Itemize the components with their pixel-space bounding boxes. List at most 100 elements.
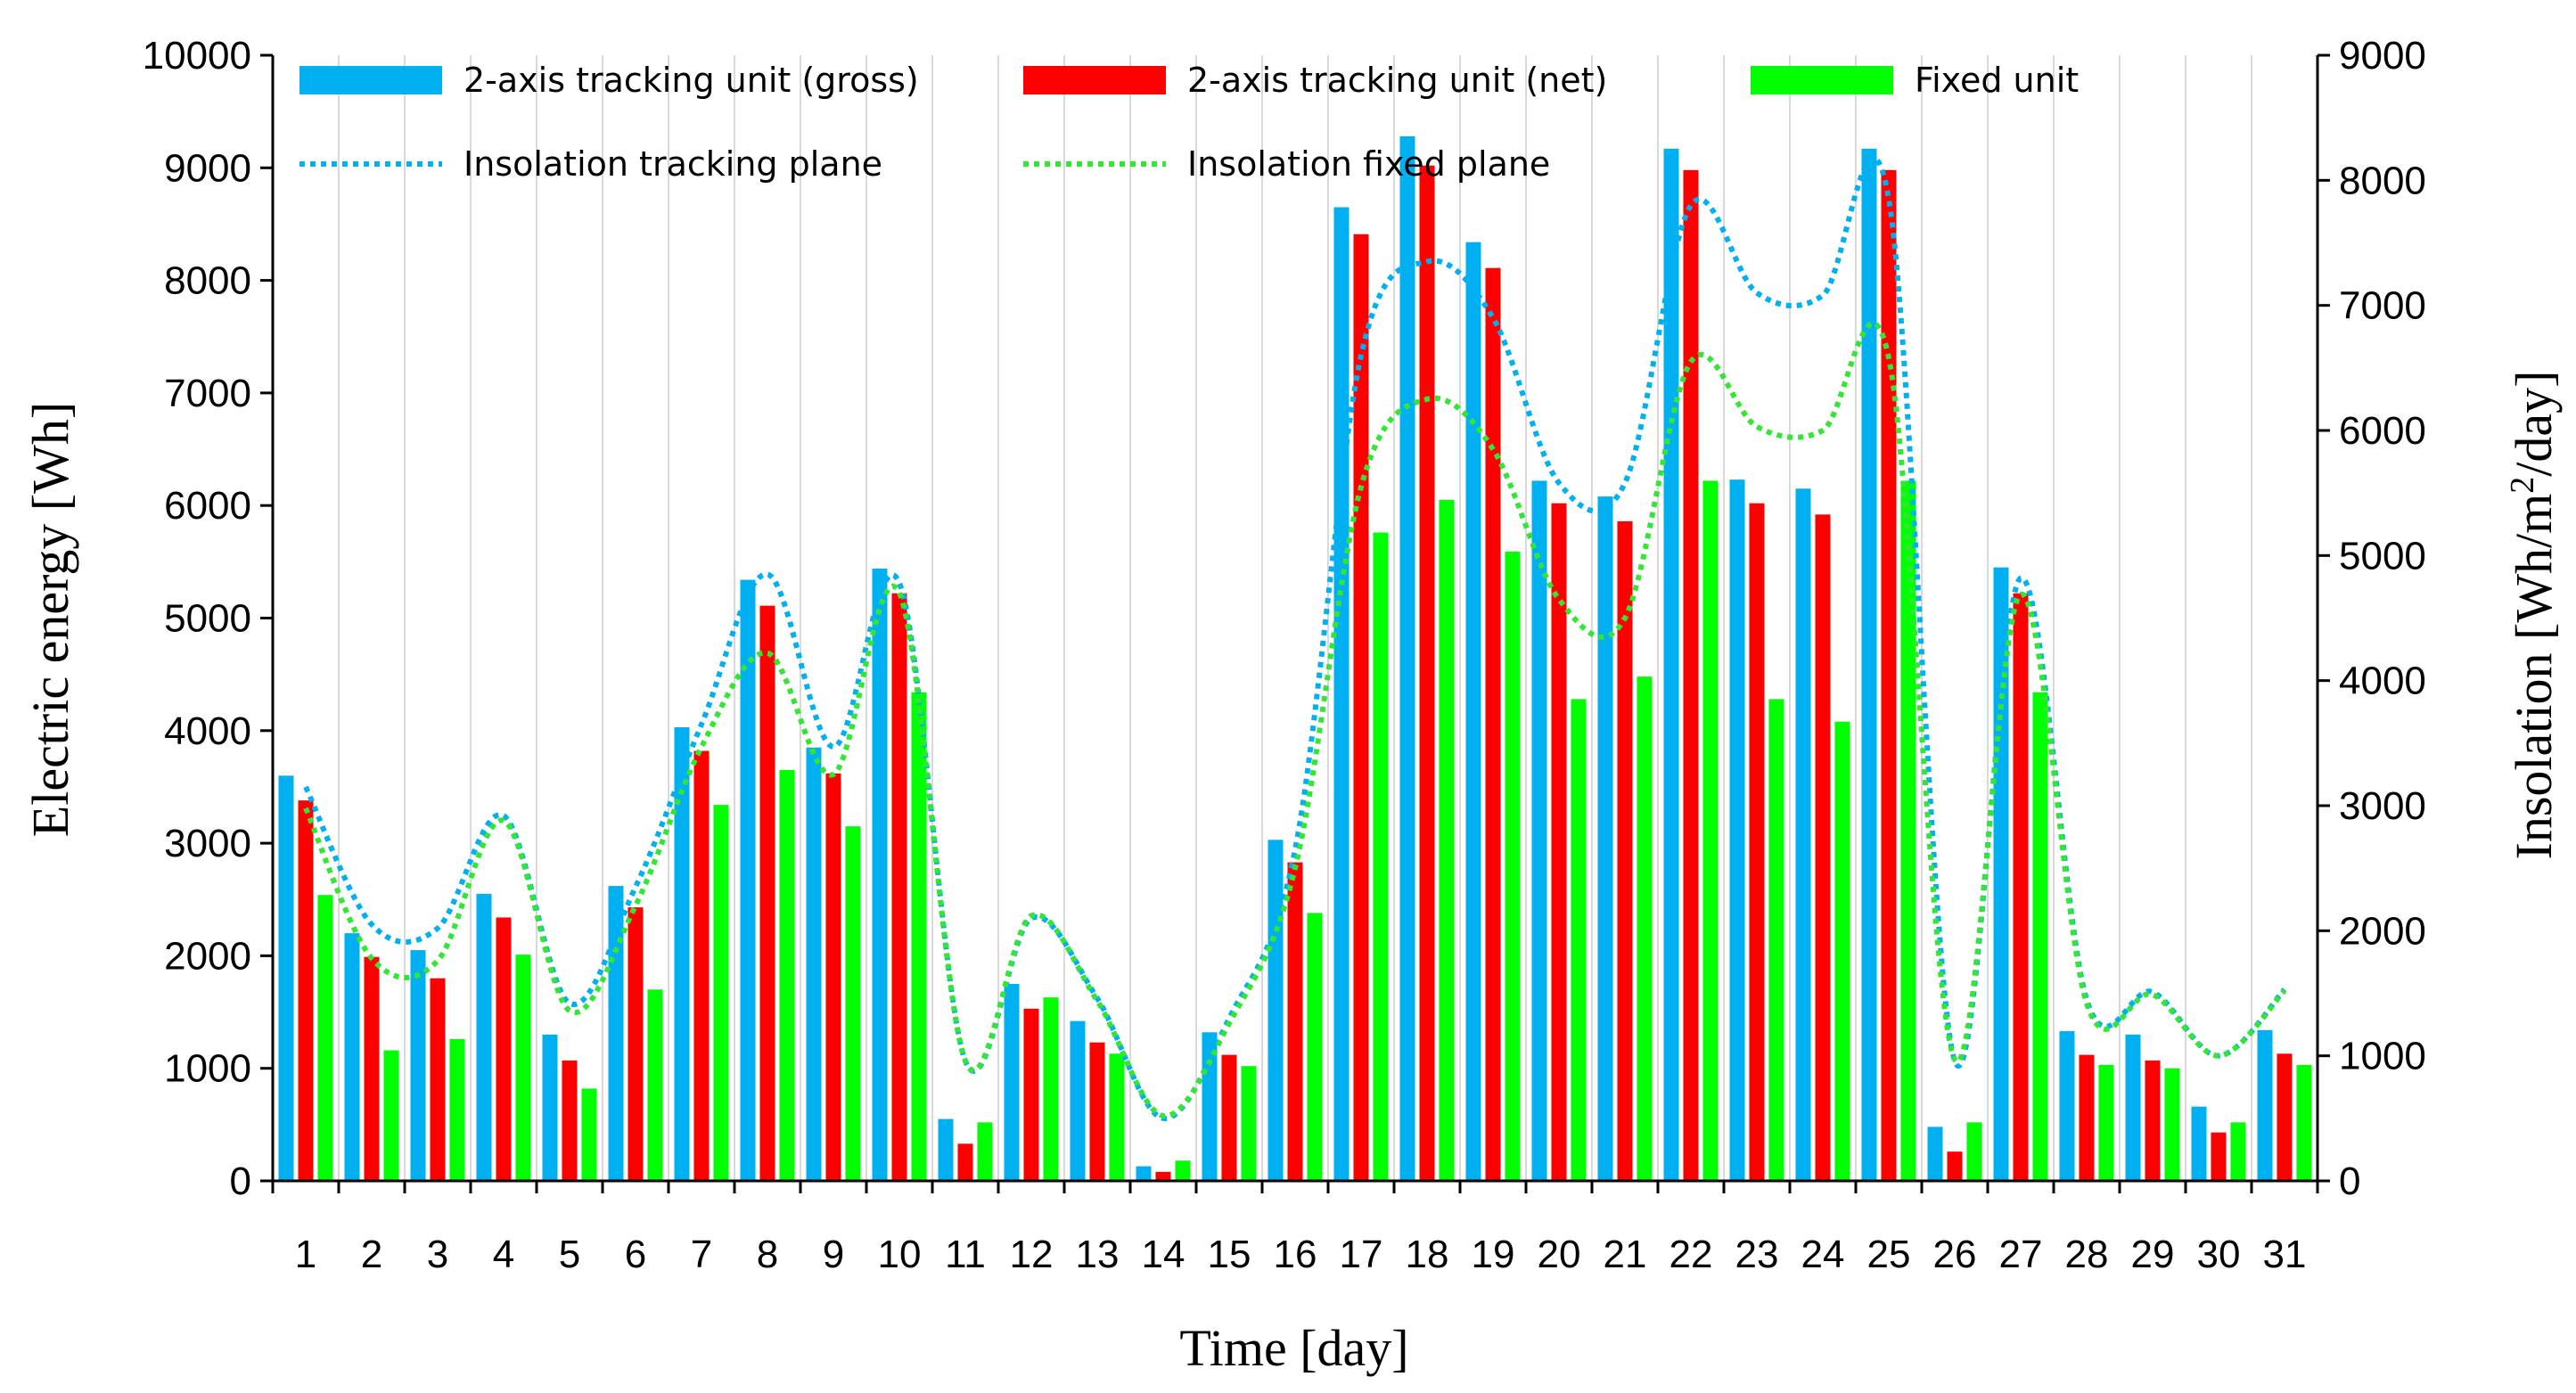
x-tick-label: 31 — [2263, 1233, 2307, 1276]
x-tick-label: 22 — [1669, 1233, 1713, 1276]
bar — [1176, 1160, 1191, 1181]
y-tick-label: 4000 — [164, 709, 251, 753]
x-tick-label: 5 — [559, 1233, 580, 1276]
bar — [873, 569, 888, 1181]
y2-tick-label: 0 — [2339, 1159, 2360, 1203]
bar — [675, 727, 690, 1181]
bar — [1750, 504, 1765, 1181]
x-tick-label: 9 — [823, 1233, 844, 1276]
legend-swatch — [299, 66, 442, 94]
bar — [543, 1035, 558, 1181]
bar — [1928, 1127, 1943, 1181]
bar — [2165, 1069, 2180, 1181]
bar — [628, 907, 644, 1181]
bar — [1637, 676, 1653, 1181]
x-tick-label: 12 — [1010, 1233, 1054, 1276]
bar — [299, 800, 314, 1181]
bar — [431, 979, 446, 1181]
x-tick-label: 14 — [1142, 1233, 1185, 1276]
bar — [807, 748, 822, 1181]
legend-swatch — [1751, 66, 1893, 94]
x-tick-label: 25 — [1867, 1233, 1911, 1276]
bar — [2033, 692, 2048, 1181]
bar — [345, 933, 360, 1181]
bar — [1334, 208, 1350, 1181]
bar — [582, 1088, 597, 1181]
bar — [1466, 242, 1481, 1181]
bar — [2258, 1030, 2273, 1181]
x-tick-label: 29 — [2131, 1233, 2175, 1276]
y2-axis-title-superscript: 2 — [2504, 477, 2541, 494]
x-tick-label: 27 — [1999, 1233, 2043, 1276]
y-tick-label: 1000 — [164, 1047, 251, 1091]
x-tick-label: 7 — [691, 1233, 712, 1276]
x-tick-label: 30 — [2197, 1233, 2241, 1276]
x-tick-label: 24 — [1801, 1233, 1845, 1276]
y2-tick-label: 1000 — [2339, 1035, 2426, 1078]
x-tick-label: 8 — [757, 1233, 778, 1276]
x-tick-label: 2 — [361, 1233, 382, 1276]
bar — [760, 606, 775, 1181]
x-tick-label: 3 — [427, 1233, 448, 1276]
bar — [1532, 480, 1547, 1181]
bar — [1684, 170, 1699, 1181]
bar — [2126, 1035, 2141, 1181]
bar — [2231, 1122, 2246, 1181]
bar — [648, 989, 663, 1181]
bar — [1090, 1043, 1105, 1181]
bar — [1400, 136, 1415, 1181]
bar — [477, 894, 492, 1181]
bar — [892, 594, 907, 1181]
bar — [1288, 863, 1303, 1181]
bar — [1664, 149, 1679, 1181]
legend-label: Insolation fixed plane — [1187, 144, 1550, 184]
legend-label: 2-axis tracking unit (gross) — [464, 61, 919, 100]
x-tick-label: 17 — [1340, 1233, 1383, 1276]
x-tick-label: 21 — [1604, 1233, 1647, 1276]
bar — [1882, 170, 1897, 1181]
legend-label: Fixed unit — [1915, 61, 2079, 100]
bar — [2060, 1031, 2075, 1181]
bar — [1374, 533, 1389, 1181]
y2-tick-label: 8000 — [2339, 159, 2426, 202]
bar — [2297, 1065, 2312, 1181]
bar — [1242, 1066, 1257, 1181]
bar — [1071, 1021, 1086, 1181]
bar — [1222, 1055, 1237, 1181]
bar — [1796, 488, 1811, 1181]
y2-axis-title-part-1: Insolation [Wh/m — [2505, 494, 2563, 860]
x-tick-label: 1 — [295, 1233, 316, 1276]
x-tick-label: 26 — [1933, 1233, 1977, 1276]
bar — [1730, 479, 1745, 1181]
bar — [2080, 1055, 2095, 1181]
bar — [1816, 514, 1831, 1181]
y2-axis-title: Insolation [Wh/m2/day] — [2504, 371, 2563, 860]
y-tick-label: 10000 — [143, 34, 251, 78]
bar — [826, 774, 841, 1181]
bar — [1486, 268, 1501, 1181]
bar — [496, 917, 512, 1181]
bar — [1044, 997, 1059, 1181]
bar — [1598, 496, 1613, 1181]
bar — [516, 955, 531, 1181]
bar — [1967, 1122, 1982, 1181]
y2-tick-label: 4000 — [2339, 660, 2426, 703]
bar — [2192, 1107, 2207, 1181]
bar — [411, 950, 426, 1181]
bar — [2099, 1065, 2114, 1181]
bar — [1136, 1167, 1152, 1181]
bar — [2014, 594, 2029, 1181]
x-tick-label: 15 — [1208, 1233, 1251, 1276]
bar — [1571, 699, 1587, 1181]
y2-tick-label: 3000 — [2339, 784, 2426, 828]
bar — [1420, 166, 1435, 1181]
x-tick-label: 18 — [1406, 1233, 1449, 1276]
bar — [1835, 722, 1850, 1181]
bar — [450, 1039, 465, 1181]
bar — [318, 895, 333, 1181]
x-tick-label: 13 — [1076, 1233, 1120, 1276]
bar — [279, 775, 294, 1181]
y2-tick-label: 5000 — [2339, 534, 2426, 578]
y2-axis-title-part-3: /day] — [2505, 371, 2563, 477]
y-tick-label: 2000 — [164, 934, 251, 978]
